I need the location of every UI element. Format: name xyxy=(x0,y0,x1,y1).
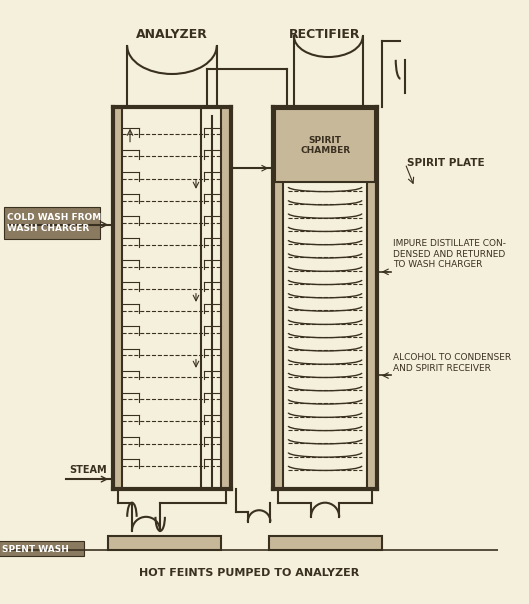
Text: ALCOHOL TO CONDENSER
AND SPIRIT RECEIVER: ALCOHOL TO CONDENSER AND SPIRIT RECEIVER xyxy=(393,353,511,373)
Text: SPIRIT PLATE: SPIRIT PLATE xyxy=(407,158,485,169)
Bar xyxy=(113,107,123,489)
Bar xyxy=(368,107,377,489)
Bar xyxy=(269,536,381,550)
FancyBboxPatch shape xyxy=(4,207,100,239)
FancyBboxPatch shape xyxy=(0,541,84,556)
Bar xyxy=(108,536,222,550)
Text: RECTIFIER: RECTIFIER xyxy=(289,28,361,41)
Bar xyxy=(222,107,231,489)
Text: IMPURE DISTILLATE CON-
DENSED AND RETURNED
TO WASH CHARGER: IMPURE DISTILLATE CON- DENSED AND RETURN… xyxy=(393,239,506,269)
Text: SPENT WASH: SPENT WASH xyxy=(2,545,69,554)
Text: HOT FEINTS PUMPED TO ANALYZER: HOT FEINTS PUMPED TO ANALYZER xyxy=(139,568,359,579)
Text: SPIRIT
CHAMBER: SPIRIT CHAMBER xyxy=(300,136,350,155)
Text: STEAM: STEAM xyxy=(69,466,106,475)
Text: ANALYZER: ANALYZER xyxy=(136,28,208,41)
Text: COLD WASH FROM
WASH CHARGER: COLD WASH FROM WASH CHARGER xyxy=(6,213,101,233)
Bar xyxy=(273,107,282,489)
Bar xyxy=(275,109,375,182)
